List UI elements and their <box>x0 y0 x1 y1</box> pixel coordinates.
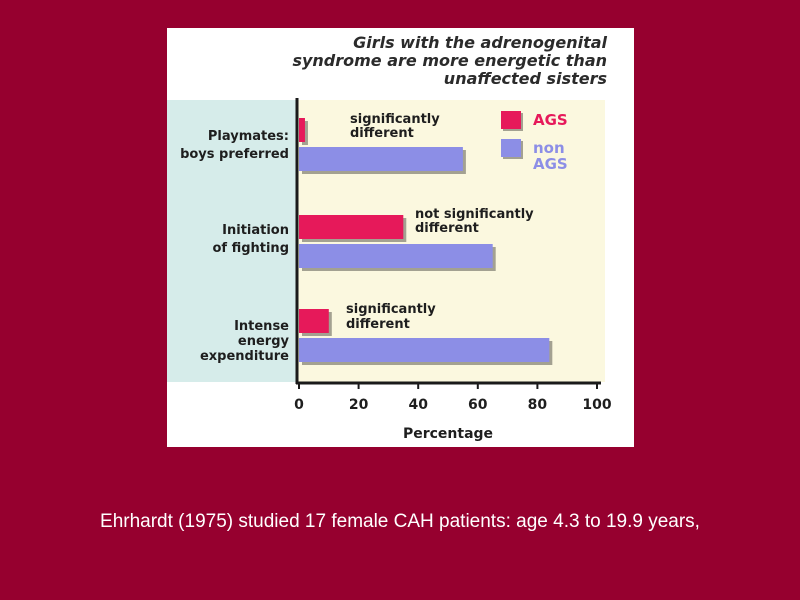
category-label: boys preferred <box>180 147 289 162</box>
x-tick-label: 0 <box>294 397 304 413</box>
bar <box>299 147 463 171</box>
caption-text: Ehrhardt (1975) studied 17 female CAH pa… <box>100 511 700 532</box>
x-tick-label: 100 <box>582 397 611 413</box>
category-label: energy <box>238 334 290 349</box>
bar <box>299 118 305 142</box>
category-label: Intense <box>234 319 289 334</box>
x-tick-labels: 0 20 40 60 80 100 <box>294 382 612 413</box>
chart-title-line: Girls with the adrenogenital <box>353 33 607 52</box>
bar-shadow <box>302 121 308 145</box>
bar <box>299 215 404 239</box>
chart-title-line: unaffected sisters <box>444 69 607 88</box>
category-label: Playmates: <box>208 129 289 144</box>
bar <box>299 309 329 333</box>
legend-swatch <box>501 111 521 129</box>
bars <box>299 118 553 365</box>
significance-note: different <box>415 221 479 236</box>
axes <box>295 98 601 385</box>
x-tick-label: 60 <box>468 397 488 413</box>
x-axis-label: Percentage <box>403 426 493 442</box>
bar <box>299 338 550 362</box>
significance-note: significantly <box>346 302 436 317</box>
legend-label: non <box>533 139 565 157</box>
category-label: expenditure <box>200 349 289 364</box>
x-tick-label: 80 <box>528 397 548 413</box>
chart-title-line: syndrome are more energetic than <box>292 51 607 70</box>
legend-label: AGS <box>533 111 568 129</box>
legend-label: AGS <box>533 155 568 173</box>
significance-note: different <box>346 317 410 332</box>
bar <box>299 244 493 268</box>
significance-note: significantly <box>350 112 440 127</box>
x-tick-label: 20 <box>349 397 369 413</box>
category-label: of fighting <box>212 241 289 256</box>
chart-figure: Girls with the adrenogenital syndrome are… <box>167 28 634 447</box>
x-tick-label: 40 <box>408 397 428 413</box>
legend-swatch <box>501 139 521 157</box>
category-label: Initiation <box>222 223 289 238</box>
significance-note: different <box>350 126 414 141</box>
significance-note: not significantly <box>415 207 534 222</box>
category-labels: Playmates: boys preferred Initiation of fig… <box>180 129 289 364</box>
